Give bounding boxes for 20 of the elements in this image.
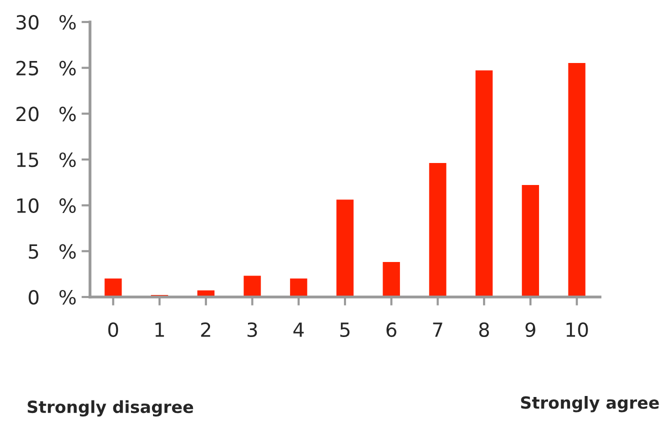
x-tick-label: 8 <box>479 322 489 338</box>
x-tick-label: 0 <box>108 322 118 338</box>
y-tick-label: 0 % <box>28 290 76 305</box>
text: Strongly disagree <box>28 400 194 416</box>
x-tick-label: 7 <box>433 322 442 337</box>
x-tick-label: 1 <box>155 322 164 337</box>
x-tick-label: 10 <box>566 322 588 338</box>
y-tick-label: 30 % <box>16 14 76 30</box>
text: Strongly agree <box>521 396 659 412</box>
y-tick-label: 25 % <box>16 60 76 76</box>
x-tick-label: 4 <box>293 322 304 337</box>
y-tick-label: 20 % <box>16 106 76 122</box>
x-tick-label: 2 <box>201 322 210 337</box>
x-tick-label: 6 <box>386 322 396 338</box>
x-tick-label: 3 <box>248 322 257 338</box>
y-tick-label: 5 % <box>28 244 76 259</box>
x-tick-label: 5 <box>340 322 350 338</box>
x-tick-label: 9 <box>525 322 536 338</box>
y-tick-label: 15 % <box>17 152 76 168</box>
y-tick-label: 10 % <box>17 198 76 213</box>
